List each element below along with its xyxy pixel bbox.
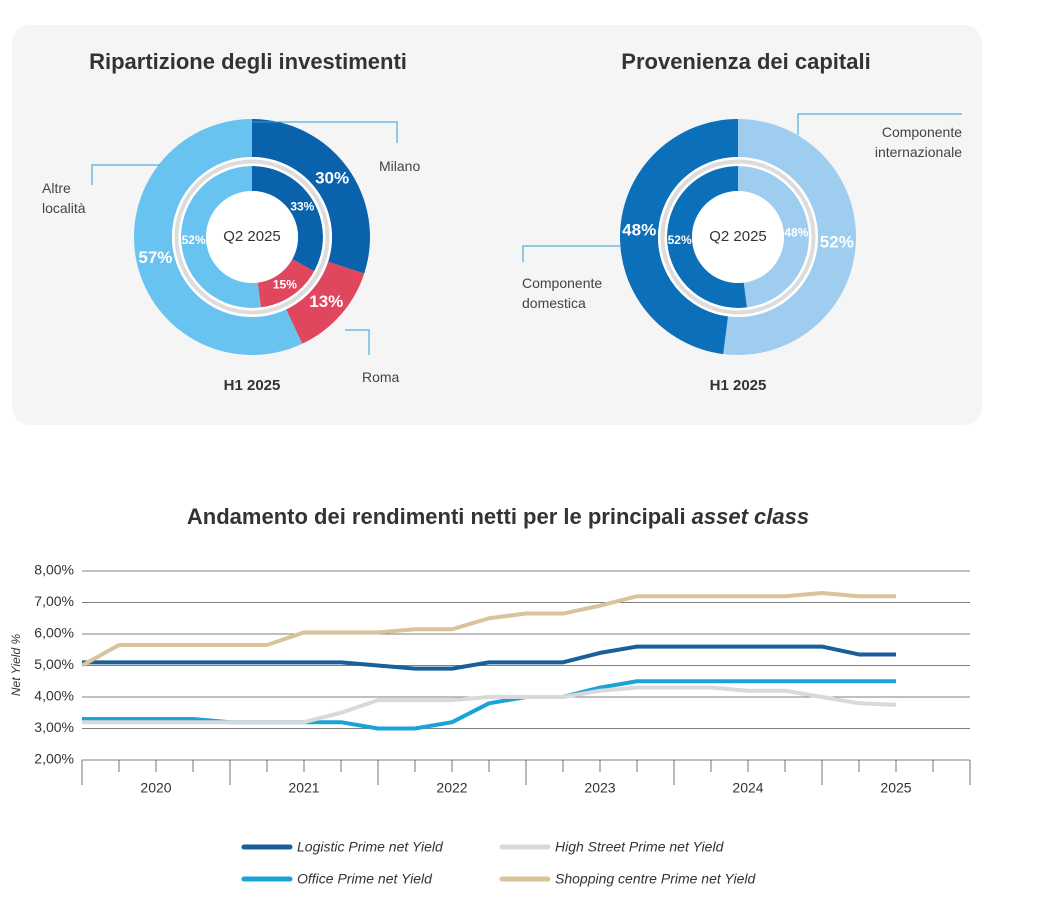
legend-label: Office Prime net Yield	[297, 871, 433, 887]
value-label: 57%	[138, 248, 172, 267]
series-line	[82, 685, 897, 725]
title-main: Andamento dei rendimenti netti per le pr…	[187, 504, 686, 529]
y-tick-label: 7,00%	[34, 593, 74, 609]
value-label: 15%	[273, 278, 297, 292]
title-emphasis: asset class	[692, 504, 809, 529]
y-tick-label: 4,00%	[34, 688, 74, 704]
donut-slice	[286, 261, 365, 344]
series-line	[82, 644, 896, 671]
donut-slice	[738, 166, 810, 308]
y-tick-label: 5,00%	[34, 656, 74, 672]
donut-slice	[252, 166, 323, 272]
center-label: Q2 2025	[709, 228, 767, 245]
leader-line	[91, 164, 160, 185]
donut-slice	[181, 166, 261, 308]
value-label: 13%	[309, 292, 343, 311]
donut-slice	[133, 119, 303, 355]
category-label: Altre località	[42, 180, 86, 216]
leader-line	[252, 121, 398, 143]
value-label: 52%	[820, 233, 854, 252]
category-label: Milano	[379, 158, 421, 174]
x-tick-label: 2021	[288, 780, 319, 796]
y-tick-label: 3,00%	[34, 719, 74, 735]
ring-separator	[660, 159, 816, 315]
chart-title: Provenienza dei capitali	[621, 49, 870, 74]
value-label: 48%	[622, 220, 656, 239]
value-label: 30%	[315, 168, 349, 187]
chart-title: Ripartizione degli investimenti	[89, 49, 407, 74]
category-label: Roma	[362, 369, 400, 385]
value-label: 52%	[668, 233, 692, 247]
center-label: Q2 2025	[223, 228, 281, 245]
series-line	[81, 591, 896, 668]
leader-line	[345, 329, 370, 355]
value-label: 33%	[290, 199, 314, 213]
chart-title: Andamento dei rendimenti netti per le pr…	[187, 504, 809, 529]
donut-slice	[667, 166, 747, 309]
x-tick-label: 2023	[584, 780, 615, 796]
category-label: Componente domestica	[522, 275, 603, 311]
leader-line	[797, 113, 962, 135]
legend-label: High Street Prime net Yield	[555, 839, 725, 855]
y-tick-label: 6,00%	[34, 625, 74, 641]
value-label: 48%	[784, 225, 808, 239]
legend-label: Logistic Prime net Yield	[297, 839, 444, 855]
x-tick-label: 2020	[140, 780, 171, 796]
y-axis-label: Net Yield %	[9, 634, 23, 697]
donut-slice	[252, 119, 370, 274]
category-label: Componente internazionale	[874, 124, 962, 160]
donut-hole	[692, 191, 784, 283]
x-tick-label: 2024	[732, 780, 763, 796]
legend-label: Shopping centre Prime net Yield	[555, 871, 756, 887]
period-label: H1 2025	[710, 377, 767, 394]
y-tick-label: 2,00%	[34, 751, 74, 767]
period-label: H1 2025	[224, 377, 281, 394]
donut-hole	[206, 191, 298, 283]
ring-separator	[174, 159, 330, 315]
donut-slice	[620, 119, 738, 355]
value-label: 52%	[182, 233, 206, 247]
donut-slice	[723, 119, 856, 355]
x-tick-label: 2025	[880, 780, 911, 796]
leader-line	[522, 245, 620, 262]
y-tick-label: 8,00%	[34, 562, 74, 578]
x-tick-label: 2022	[436, 780, 467, 796]
donut-slice	[257, 259, 315, 308]
